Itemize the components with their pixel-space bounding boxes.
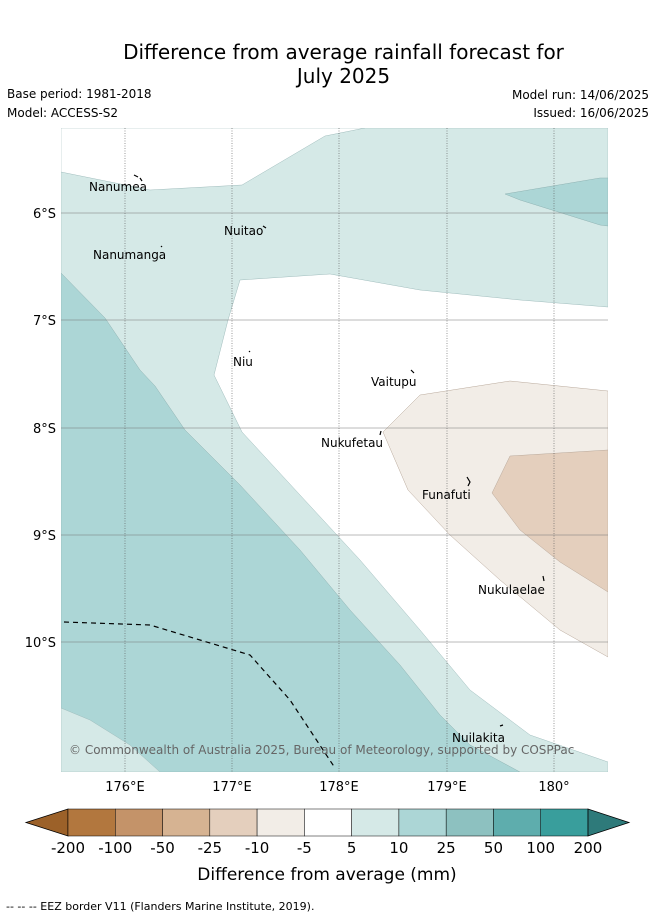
lon-tick-label: 180° [538, 780, 569, 795]
lat-tick-label: 7°S [33, 314, 56, 329]
island-label-nukufetau: Nukufetau [321, 436, 383, 450]
colorbar-tick-label: 25 [437, 839, 456, 857]
island-label-nuilakita: Nuilakita [452, 731, 505, 745]
colorbar-swatch [67, 808, 116, 837]
colorbar-swatch [540, 808, 589, 837]
island-label-nukulaelae: Nukulaelae [478, 583, 545, 597]
title-line-1: Difference from average rainfall forecas… [123, 40, 564, 64]
colorbar-tick-label: -100 [98, 839, 132, 857]
lat-tick-label: 10°S [25, 636, 56, 651]
colorbar-tick-label: -10 [245, 839, 270, 857]
colorbar-swatch [493, 808, 541, 837]
lat-tick-label: 9°S [33, 529, 56, 544]
contour-minus10-minus5 [382, 380, 608, 658]
model-run-label: Model run: 14/06/2025 [511, 88, 649, 102]
lat-tick-label: 6°S [33, 207, 56, 222]
colorbar-tick-label: 200 [574, 839, 603, 857]
island-label-nanumanga: Nanumanga [93, 248, 166, 262]
colorbar-label: Difference from average (mm) [197, 865, 456, 885]
colorbar-tick-label: 5 [347, 839, 357, 857]
issued-label: Issued: 16/06/2025 [533, 106, 649, 120]
colorbar-swatch [351, 808, 400, 837]
lon-tick-label: 177°E [212, 780, 252, 795]
lon-tick-labels: 176°E 177°E 178°E 179°E 180° [105, 780, 569, 795]
island-label-niu: Niu [233, 355, 253, 369]
map-title: Difference from average rainfall forecas… [0, 40, 655, 88]
colorbar-swatch [398, 808, 447, 837]
copyright-text: © Commonwealth of Australia 2025, Bureau… [69, 743, 574, 757]
lon-tick-label: 179°E [427, 780, 467, 795]
colorbar-tick-label: -25 [198, 839, 223, 857]
colorbar-extend-high [587, 808, 631, 837]
lon-tick-label: 176°E [105, 780, 145, 795]
colorbar-tick-label: -50 [150, 839, 175, 857]
contour-5-10-bottomleft [61, 707, 161, 772]
island-label-nuitao: Nuitao [224, 224, 263, 238]
eez-legend-note: -- -- -- EEZ border V11 (Flanders Marine… [6, 900, 315, 913]
colorbar: -200 -100 -50 -25 -10 -5 5 10 25 50 100 200 [24, 808, 631, 857]
map-plot-area: Nanumea Nuitao Nanumanga Niu Vaitupu Nuk… [61, 128, 608, 772]
island-outlines [133, 174, 545, 727]
colorbar-tick-label: 100 [526, 839, 555, 857]
rainfall-map: Nanumea Nuitao Nanumanga Niu Vaitupu Nuk… [24, 128, 631, 885]
island-label-vaitupu: Vaitupu [371, 375, 417, 389]
latitude-lines [61, 212, 608, 643]
colorbar-swatch [209, 808, 258, 837]
title-line-2: July 2025 [296, 64, 391, 88]
model-label: Model: ACCESS-S2 [7, 106, 119, 120]
colorbar-swatch [115, 808, 163, 837]
colorbar-tick-label: 50 [484, 839, 503, 857]
lon-tick-label: 178°E [319, 780, 359, 795]
colorbar-extend-low [24, 808, 69, 837]
island-label-nanumea: Nanumea [89, 180, 147, 194]
colorbar-tick-label: -5 [297, 839, 312, 857]
lat-tick-labels: 6°S 7°S 8°S 9°S 10°S [25, 207, 56, 651]
contour-10-25-topright [504, 177, 608, 227]
colorbar-tick-label: -200 [51, 839, 85, 857]
colorbar-swatch [445, 808, 494, 837]
contour-neutral-top [61, 128, 366, 191]
eez-border [63, 621, 336, 769]
island-label-funafuti: Funafuti [422, 488, 471, 502]
colorbar-tick-label: 10 [389, 839, 408, 857]
island-labels: Nanumea Nuitao Nanumanga Niu Vaitupu Nuk… [89, 180, 545, 745]
contour-minus25-minus10 [491, 449, 608, 593]
colorbar-swatch [304, 808, 352, 837]
lat-tick-label: 8°S [33, 422, 56, 437]
contour-10-25 [61, 272, 521, 772]
colorbar-swatch [256, 808, 305, 837]
colorbar-swatch [162, 808, 211, 837]
base-period-label: Base period: 1981-2018 [7, 87, 152, 101]
